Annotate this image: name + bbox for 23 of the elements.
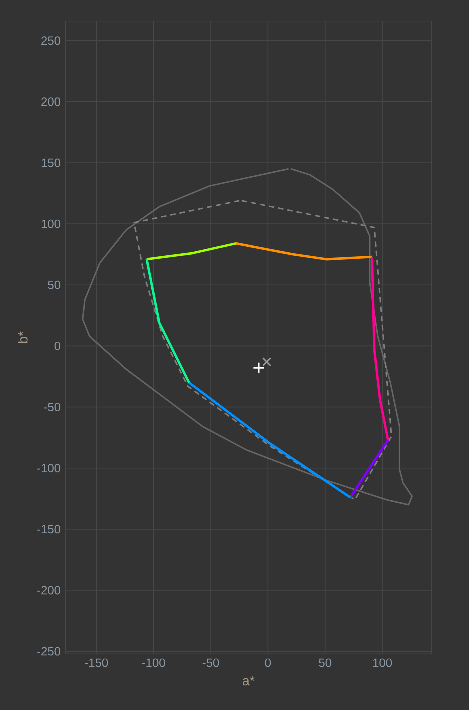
line-series (82, 168, 414, 506)
line-series (234, 242, 374, 261)
x-tick-label: -100 (142, 658, 166, 668)
x-tick-label: 0 (265, 658, 272, 668)
x-tick-label: -50 (202, 658, 220, 668)
line-series (134, 200, 392, 501)
line-series (371, 256, 390, 442)
y-tick-label: -50 (44, 403, 61, 412)
y-tick-label: 150 (42, 158, 61, 168)
x-tick-label: 100 (373, 658, 392, 668)
y-tick-label: 50 (48, 280, 61, 290)
y-tick-label: -150 (38, 525, 61, 534)
y-tick-label: 250 (42, 36, 61, 46)
x-tick-label: 50 (319, 658, 332, 668)
y-tick-label: -200 (38, 586, 61, 595)
x-tick-label: -150 (85, 658, 108, 668)
x-axis-title: a* (242, 676, 255, 686)
y-tick-label: 0 (54, 342, 61, 350)
y-tick-label: -250 (38, 647, 61, 656)
y-tick-label: 200 (42, 98, 61, 106)
y-tick-label: 100 (42, 220, 61, 228)
y-axis-title: b* (18, 332, 28, 344)
y-tick-label: -100 (38, 464, 61, 473)
